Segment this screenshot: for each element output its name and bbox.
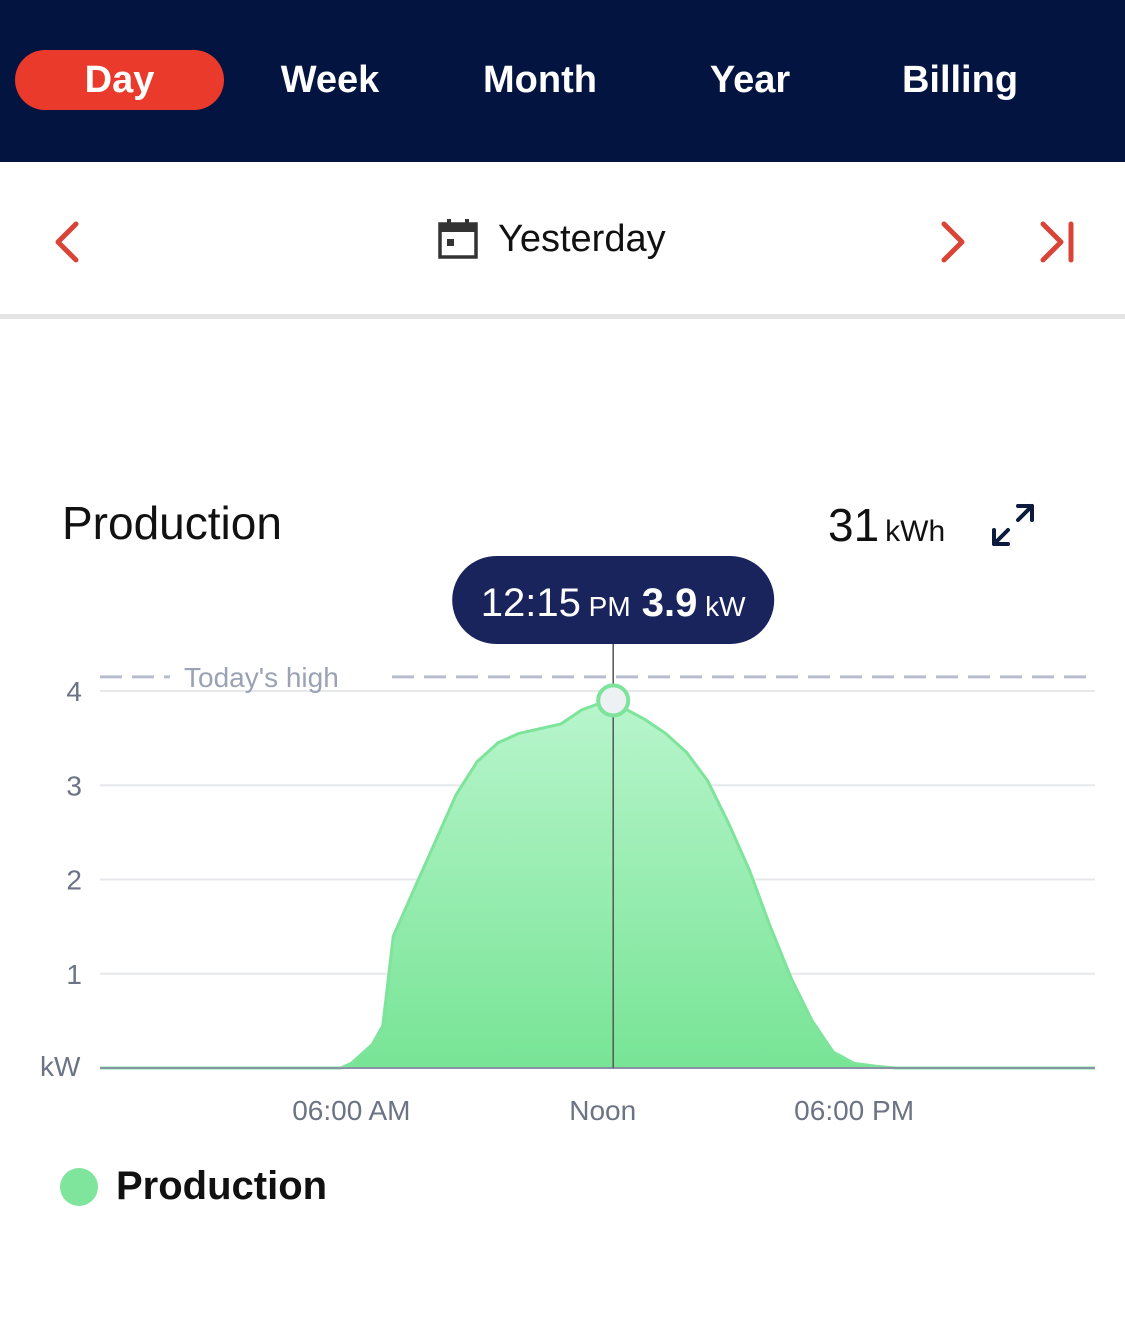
x-tick-label: 06:00 PM bbox=[794, 1095, 914, 1126]
tooltip-part: 3.9 bbox=[631, 581, 698, 625]
x-tick-label: Noon bbox=[569, 1095, 636, 1126]
y-tick-label: 1 bbox=[66, 959, 82, 990]
production-total-unit: kWh bbox=[885, 515, 946, 548]
tooltip-part: PM bbox=[581, 591, 631, 622]
x-tick-label: 06:00 AM bbox=[292, 1095, 410, 1126]
tooltip-bubble bbox=[452, 556, 775, 644]
production-chart: 1 2 3 4 kW Today's high 06:00 AM Noon 06:00 PM… bbox=[40, 556, 1095, 1126]
chevron-left-icon[interactable] bbox=[48, 220, 88, 264]
tab-week[interactable]: Week bbox=[280, 59, 380, 101]
tooltip-part: 12:15 bbox=[481, 581, 581, 625]
y-tick-label: 3 bbox=[66, 770, 82, 801]
production-title: Production bbox=[62, 497, 282, 549]
tab-month[interactable]: Month bbox=[483, 59, 597, 101]
legend-swatch bbox=[60, 1168, 98, 1206]
date-navigator: Yesterday bbox=[0, 162, 1125, 319]
production-total-value: 31 bbox=[828, 499, 880, 551]
period-tab-bar: Day Week Month Year Billing bbox=[0, 0, 1125, 162]
y-axis-unit-label: kW bbox=[40, 1051, 81, 1082]
y-tick-label: 2 bbox=[66, 865, 82, 896]
expand-icon[interactable] bbox=[988, 500, 1038, 550]
legend-label: Production bbox=[116, 1164, 328, 1208]
todays-high-label: Today's high bbox=[184, 662, 339, 693]
tab-day[interactable]: Day bbox=[15, 50, 224, 110]
tooltip-text: 12:15 PM 3.9 kW bbox=[481, 581, 746, 625]
production-total: 31 kWh bbox=[828, 498, 945, 552]
tab-year[interactable]: Year bbox=[709, 59, 791, 101]
tooltip-part: kW bbox=[697, 591, 746, 622]
calendar-icon bbox=[438, 219, 478, 259]
selected-date-label[interactable]: Yesterday bbox=[498, 218, 666, 260]
chevron-right-icon[interactable] bbox=[932, 220, 972, 264]
skip-to-end-icon[interactable] bbox=[1035, 220, 1079, 264]
production-area bbox=[100, 700, 1095, 1068]
highlight-point[interactable] bbox=[596, 683, 631, 718]
tab-billing[interactable]: Billing bbox=[901, 59, 1019, 101]
y-tick-label: 4 bbox=[66, 676, 82, 707]
